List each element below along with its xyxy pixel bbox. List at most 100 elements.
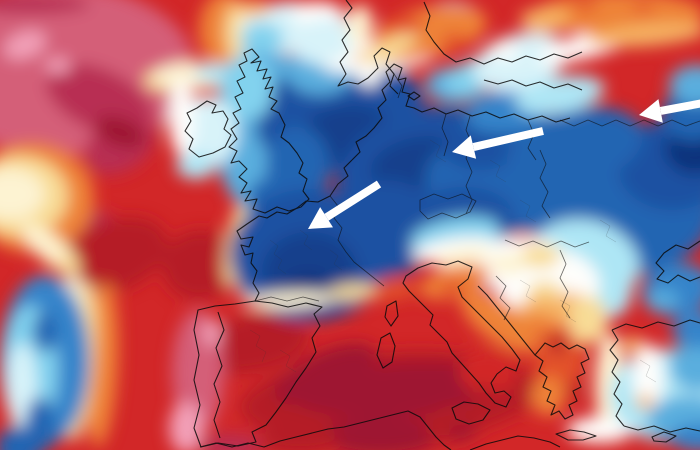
anomaly-blob bbox=[240, 23, 284, 53]
coastline bbox=[213, 311, 225, 439]
coastline bbox=[623, 425, 700, 433]
arrow-shaft bbox=[324, 180, 382, 221]
anomaly-blob bbox=[441, 34, 469, 50]
coastline bbox=[651, 431, 677, 443]
coastline bbox=[611, 319, 700, 331]
admin-boundary-line bbox=[299, 229, 313, 251]
admin-boundary-line bbox=[329, 249, 343, 271]
coastline bbox=[469, 435, 561, 450]
airflow-arrows-layer bbox=[308, 99, 700, 229]
arrow-shaft bbox=[659, 99, 700, 115]
anomaly-blob bbox=[572, 0, 598, 11]
coastline bbox=[407, 91, 421, 101]
anomaly-blob bbox=[61, 217, 169, 293]
admin-boundary-line bbox=[559, 299, 577, 323]
cold-airflow-arrow-poland bbox=[452, 127, 544, 159]
anomaly-blob bbox=[223, 309, 301, 347]
admin-boundary-line bbox=[489, 159, 507, 183]
coastline bbox=[384, 300, 399, 327]
anomaly-blob bbox=[568, 296, 608, 344]
country-border-line bbox=[504, 239, 590, 248]
arrow-head bbox=[639, 99, 663, 123]
anomaly-blob bbox=[636, 395, 654, 409]
coastline bbox=[228, 48, 310, 214]
coastline bbox=[337, 0, 399, 95]
anomaly-blob bbox=[3, 30, 47, 60]
anomaly-blob bbox=[387, 15, 423, 35]
anomaly-blob bbox=[198, 434, 262, 450]
admin-boundaries-layer bbox=[249, 139, 657, 383]
anomaly-blob bbox=[95, 116, 145, 148]
country-border-line bbox=[559, 249, 571, 319]
admin-boundary-line bbox=[279, 349, 297, 373]
anomaly-blob bbox=[632, 3, 654, 13]
anomaly-blob bbox=[621, 337, 645, 353]
anomaly-blob bbox=[520, 244, 560, 268]
admin-boundary-line bbox=[599, 219, 617, 243]
anomaly-blob bbox=[220, 56, 274, 120]
anomaly-blob bbox=[0, 168, 45, 220]
coastline bbox=[609, 329, 625, 427]
anomaly-blob bbox=[347, 5, 373, 45]
anomaly-blob bbox=[567, 417, 633, 443]
anomaly-blob bbox=[0, 426, 40, 450]
country-border-line bbox=[559, 119, 700, 127]
anomaly-blob bbox=[320, 416, 440, 450]
anomaly-blob bbox=[362, 32, 418, 64]
anomaly-blob bbox=[169, 402, 203, 450]
anomaly-blob bbox=[632, 344, 664, 412]
coastline bbox=[555, 429, 597, 441]
coastline bbox=[184, 100, 232, 158]
admin-boundary-line bbox=[269, 239, 287, 275]
anomaly-blob bbox=[460, 290, 540, 354]
country-border-line bbox=[495, 275, 511, 321]
anomaly-blob bbox=[531, 376, 565, 416]
anomaly-blob bbox=[260, 428, 340, 450]
anomaly-blob bbox=[45, 58, 71, 74]
admin-boundary-line bbox=[249, 329, 267, 363]
admin-boundary-line bbox=[429, 139, 447, 163]
country-border-line bbox=[441, 113, 449, 157]
coastline bbox=[402, 260, 521, 408]
anomaly-blob bbox=[328, 283, 376, 301]
cold-airflow-arrow-east bbox=[639, 99, 700, 123]
coastline bbox=[451, 401, 491, 425]
arrow-shaft bbox=[472, 127, 544, 151]
anomaly-blob bbox=[491, 44, 519, 60]
coastline bbox=[423, 1, 583, 65]
anomaly-blob bbox=[645, 290, 679, 310]
anomaly-blob bbox=[437, 280, 467, 296]
coastline bbox=[193, 300, 323, 448]
coastline bbox=[534, 342, 590, 420]
anomaly-blob bbox=[33, 312, 57, 352]
coastline bbox=[376, 332, 396, 369]
admin-boundary-line bbox=[639, 359, 657, 383]
country-border-line bbox=[465, 115, 473, 215]
anomaly-blob bbox=[490, 253, 526, 275]
anomaly-blob bbox=[669, 65, 700, 105]
country-border-line bbox=[254, 296, 320, 302]
anomaly-blob bbox=[449, 424, 475, 440]
coastline bbox=[477, 285, 536, 356]
coastline bbox=[199, 410, 452, 450]
anomaly-blob bbox=[520, 8, 570, 32]
country-border-line bbox=[527, 119, 537, 161]
country-border-line bbox=[393, 73, 403, 99]
country-border-line bbox=[539, 149, 551, 219]
anomaly-blob bbox=[274, 343, 376, 405]
anomaly-blob bbox=[670, 339, 700, 391]
anomaly-blob bbox=[588, 22, 700, 48]
admin-boundary-line bbox=[519, 199, 537, 223]
anomaly-blob bbox=[169, 80, 195, 156]
coastline bbox=[236, 159, 353, 302]
admin-boundary-line bbox=[519, 279, 537, 303]
anomaly-blob bbox=[203, 319, 221, 347]
coastlines-layer bbox=[184, 0, 700, 450]
arrow-head bbox=[308, 207, 334, 229]
cold-airflow-arrow-france bbox=[308, 180, 382, 229]
anomaly-blob bbox=[515, 75, 605, 115]
anomaly-blob bbox=[162, 229, 238, 301]
